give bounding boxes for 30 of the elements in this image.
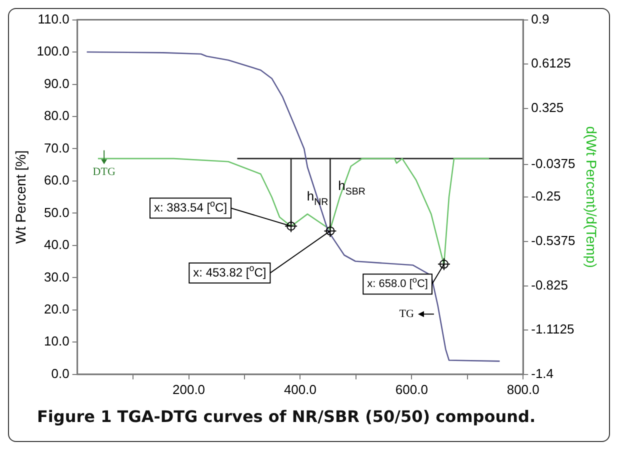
y-tick-label: 80.0 [44, 108, 70, 124]
x-tick-label: 800.0 [506, 382, 540, 397]
y2-tick-label: -0.25 [531, 188, 561, 204]
y2-tick-label: -1.1125 [531, 322, 574, 337]
y-tick-label: 60.0 [44, 172, 70, 188]
y-tick-label: 100.0 [36, 44, 70, 59]
y-tick-label: 40.0 [44, 237, 70, 252]
y2-tick-label: -0.825 [531, 277, 568, 292]
y-tick-label: 70.0 [44, 140, 70, 156]
x-tick-label: 400.0 [284, 382, 316, 397]
annotation: DTG [92, 166, 116, 178]
x-tick-label: 600.0 [395, 382, 428, 397]
y-tick-label: 30.0 [44, 269, 70, 284]
y-tick-label: 0.0 [51, 366, 70, 381]
y2-tick-label: -0.5375 [531, 233, 576, 248]
y2-tick-label: 0.9 [531, 11, 550, 26]
y-tick-label: 110.0 [38, 11, 70, 26]
y2-axis-title: d(Wt Percent)/d(Temp) [584, 126, 600, 268]
y-tick-label: 20.0 [44, 302, 70, 317]
y2-tick-label: 0.325 [531, 100, 564, 116]
annotation: TG [399, 308, 414, 320]
y2-tick-label: 0.6125 [531, 56, 571, 71]
y-tick-label: 90.0 [44, 76, 70, 91]
y-tick-label: 10.0 [44, 334, 70, 349]
y-axis-title: Wt Percent [%] [12, 150, 28, 244]
y-tick-label: 50.0 [44, 204, 70, 220]
text: Figure 1 TGA-DTG curves of NR/SBR (50/50) compound. [36, 406, 537, 426]
y2-tick-label: -1.4 [531, 366, 554, 381]
y2-tick-label: -0.0375 [531, 156, 576, 171]
x-tick-label: 200.0 [172, 382, 206, 397]
